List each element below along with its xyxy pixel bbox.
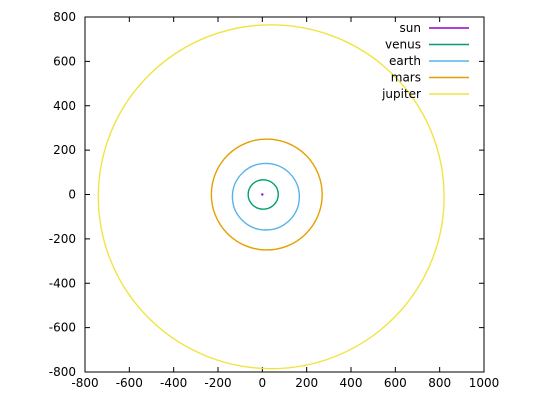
y-tick-label: 800 <box>53 10 76 24</box>
orbit-mars <box>210 138 323 251</box>
y-tick-label: -400 <box>49 276 76 290</box>
x-tick-label: 800 <box>428 376 451 390</box>
x-tick-label: -800 <box>71 376 98 390</box>
y-tick-label: 400 <box>53 99 76 113</box>
legend: sun venus earth mars jupiter <box>381 21 469 101</box>
axis-ticks <box>84 16 485 373</box>
y-tick-label: 0 <box>68 188 76 202</box>
legend-label-venus: venus <box>385 38 421 52</box>
plot-frame <box>84 16 485 373</box>
axis-tick-labels: -800 -600 -400 -200 0 200 400 600 800 1000 -800 -60… <box>49 10 500 390</box>
orbit-venus <box>247 179 279 210</box>
legend-label-mars: mars <box>391 71 421 85</box>
series-layer <box>97 24 445 370</box>
y-tick-label: -800 <box>49 365 76 379</box>
y-tick-label: 600 <box>53 54 76 68</box>
y-tick-label: -600 <box>49 321 76 335</box>
legend-label-sun: sun <box>400 21 421 35</box>
x-tick-label: 200 <box>295 376 318 390</box>
legend-label-jupiter: jupiter <box>381 87 421 101</box>
y-tick-label: 200 <box>53 143 76 157</box>
x-tick-label: 400 <box>340 376 363 390</box>
x-tick-label: 1000 <box>469 376 500 390</box>
y-tick-label: -200 <box>49 232 76 246</box>
x-tick-label: -600 <box>116 376 143 390</box>
x-tick-label: -200 <box>204 376 231 390</box>
x-tick-label: -400 <box>160 376 187 390</box>
legend-label-earth: earth <box>389 54 421 68</box>
orbit-earth <box>231 162 301 231</box>
orbit-jupiter <box>97 24 445 370</box>
x-tick-label: 600 <box>384 376 407 390</box>
x-tick-label: 0 <box>259 376 267 390</box>
orbit-sun <box>261 193 264 196</box>
